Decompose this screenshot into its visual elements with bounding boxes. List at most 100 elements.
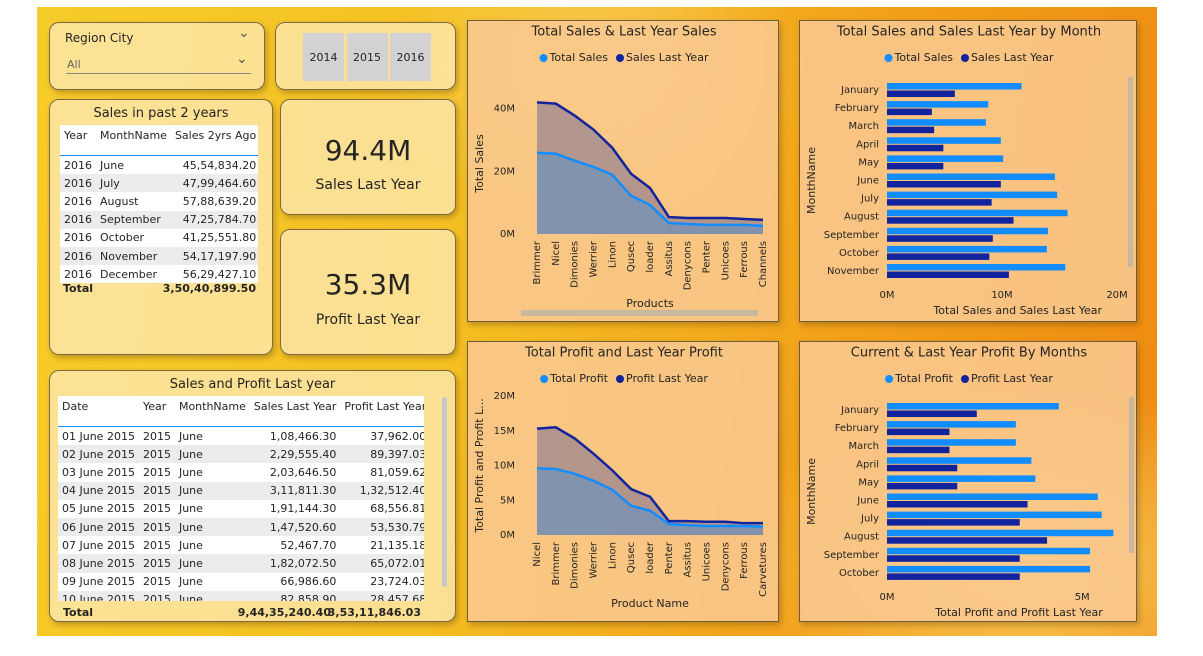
legend-marker — [540, 375, 549, 383]
scrollbar[interactable] — [1129, 397, 1134, 553]
card-label: Profit Last Year — [315, 312, 421, 328]
bar — [887, 181, 1001, 188]
y-tick-label: August — [844, 212, 879, 223]
y-tick-label: January — [840, 85, 879, 96]
bar — [887, 191, 1058, 199]
table-cell: 68,556.81 — [370, 502, 424, 516]
total-cell: 9,44,35,240.40 — [237, 606, 331, 619]
column-header[interactable]: Year — [138, 396, 175, 427]
table-cell: 1,91,144.30 — [269, 502, 337, 516]
y-tick-label: March — [849, 121, 879, 132]
legend-label[interactable]: Sales Last Year — [626, 51, 709, 64]
table-row: 2016 August 57,88,639.20 — [60, 192, 258, 210]
y-axis-label: MonthName — [805, 147, 818, 214]
x-tick-label: Carvetures — [758, 542, 769, 597]
y-tick-label: 0M — [500, 530, 515, 541]
legend-label[interactable]: Profit Last Year — [626, 372, 708, 385]
legend-label[interactable]: Total Sales — [549, 51, 609, 64]
table-row: 05 June 2015 2015 June 1,91,144.30 68,556.81 — [58, 500, 424, 518]
slicer-value[interactable]: All — [67, 58, 81, 71]
bar — [887, 511, 1102, 519]
bar — [887, 271, 1009, 278]
x-tick-label: Penter — [664, 541, 675, 574]
column-header[interactable]: Year — [60, 125, 96, 156]
table-row: 04 June 2015 2015 June 3,11,811.30 1,32,512.… — [58, 481, 424, 500]
bar — [887, 547, 1091, 555]
y-tick-label: January — [840, 405, 879, 416]
table-cell: December — [100, 267, 158, 281]
table-cell: 82,858.90 — [249, 590, 341, 601]
legend-label[interactable]: Sales Last Year — [971, 51, 1054, 64]
table-cell: June — [174, 590, 250, 601]
card: 35.3M Profit Last Year — [280, 229, 456, 355]
bar — [887, 90, 955, 97]
column-header[interactable]: MonthName — [174, 396, 250, 427]
year-button[interactable]: 2016 — [390, 33, 431, 81]
x-tick-label: Dimonies — [570, 542, 581, 589]
bar — [887, 209, 1068, 217]
column-header[interactable]: Sales 2yrs Ago — [170, 125, 258, 156]
table-area: Year MonthName Sales 2yrs Ago 2016 June 45,54… — [60, 125, 258, 283]
table-row: 10 June 2015 2015 June 82,858.90 28,457.68 — [58, 590, 424, 601]
column-header[interactable]: Profit Last Year — [340, 396, 424, 427]
y-tick-label: July — [860, 194, 879, 205]
table-row: 2016 December 56,29,427.10 — [60, 265, 258, 283]
x-axis-label: Products — [626, 297, 674, 310]
column-header[interactable]: Sales Last Year — [249, 396, 341, 427]
table-cell: 2016 — [60, 246, 96, 266]
table-cell: July — [96, 174, 171, 193]
table-cell: 2015 — [142, 575, 171, 589]
bar — [887, 464, 958, 472]
scrollbar[interactable] — [521, 310, 758, 316]
table-cell: 45,54,834.20 — [182, 158, 257, 172]
x-tick-label: Brimmer — [551, 541, 562, 585]
column-header[interactable]: MonthName — [96, 125, 171, 156]
y-tick-label: April — [856, 459, 879, 470]
y-tick-label: 0M — [500, 229, 515, 240]
chart: Total Sales and Sales Last Year by Month… — [805, 25, 1133, 317]
y-tick-label: October — [839, 248, 880, 259]
table-cell: June — [174, 445, 250, 464]
y-tick-label: July — [860, 514, 879, 525]
legend-marker — [884, 54, 893, 62]
legend-label[interactable]: Profit Last Year — [971, 372, 1053, 385]
table-row: 08 June 2015 2015 June 1,82,072.50 65,072.01 — [58, 554, 424, 573]
slicer-underline — [66, 73, 251, 74]
table-cell: 10 June 2015 — [58, 590, 139, 601]
x-tick-label: loader — [645, 240, 656, 273]
year-button[interactable]: 2014 — [303, 33, 344, 81]
table-cell: 01 June 2015 — [62, 429, 135, 443]
legend-marker — [961, 375, 969, 383]
table-cell: June — [174, 517, 250, 537]
line — [536, 425, 763, 525]
scrollbar[interactable] — [1128, 77, 1133, 267]
card: 94.4M Sales Last Year — [280, 99, 456, 215]
bar — [887, 410, 977, 417]
y-tick-label: August — [844, 532, 879, 543]
year-button[interactable]: 2015 — [346, 33, 388, 81]
total-cell: 3,53,11,846.03 — [327, 606, 421, 619]
area — [537, 102, 763, 235]
bar — [887, 537, 1048, 544]
table-cell: 07 June 2015 — [62, 538, 135, 552]
legend-marker — [616, 375, 624, 383]
x-tick-label: Nicel — [532, 542, 543, 567]
dropdown-chevron[interactable]: ⌄ — [236, 51, 248, 67]
y-tick-label: May — [858, 477, 879, 488]
scrollbar[interactable] — [442, 397, 447, 587]
column-header[interactable]: Date — [58, 396, 139, 427]
legend-label[interactable]: Total Profit — [549, 372, 609, 385]
table-cell: June — [174, 554, 250, 573]
legend-label[interactable]: Total Profit — [894, 372, 954, 385]
x-tick-label: Penter — [702, 240, 713, 273]
bar — [887, 235, 993, 242]
line — [536, 101, 764, 222]
region-slicer[interactable]: Region City ⌄ All ⌄ — [49, 22, 265, 90]
y-tick-label: November — [827, 266, 880, 277]
total-cell: Total — [63, 606, 94, 619]
bar — [887, 439, 1016, 446]
y-tick-label: 20M — [494, 166, 515, 177]
legend-label[interactable]: Total Sales — [894, 51, 954, 64]
bar — [887, 217, 1014, 224]
chart-panel: Current & Last Year Profit By Months Tota… — [799, 341, 1137, 622]
